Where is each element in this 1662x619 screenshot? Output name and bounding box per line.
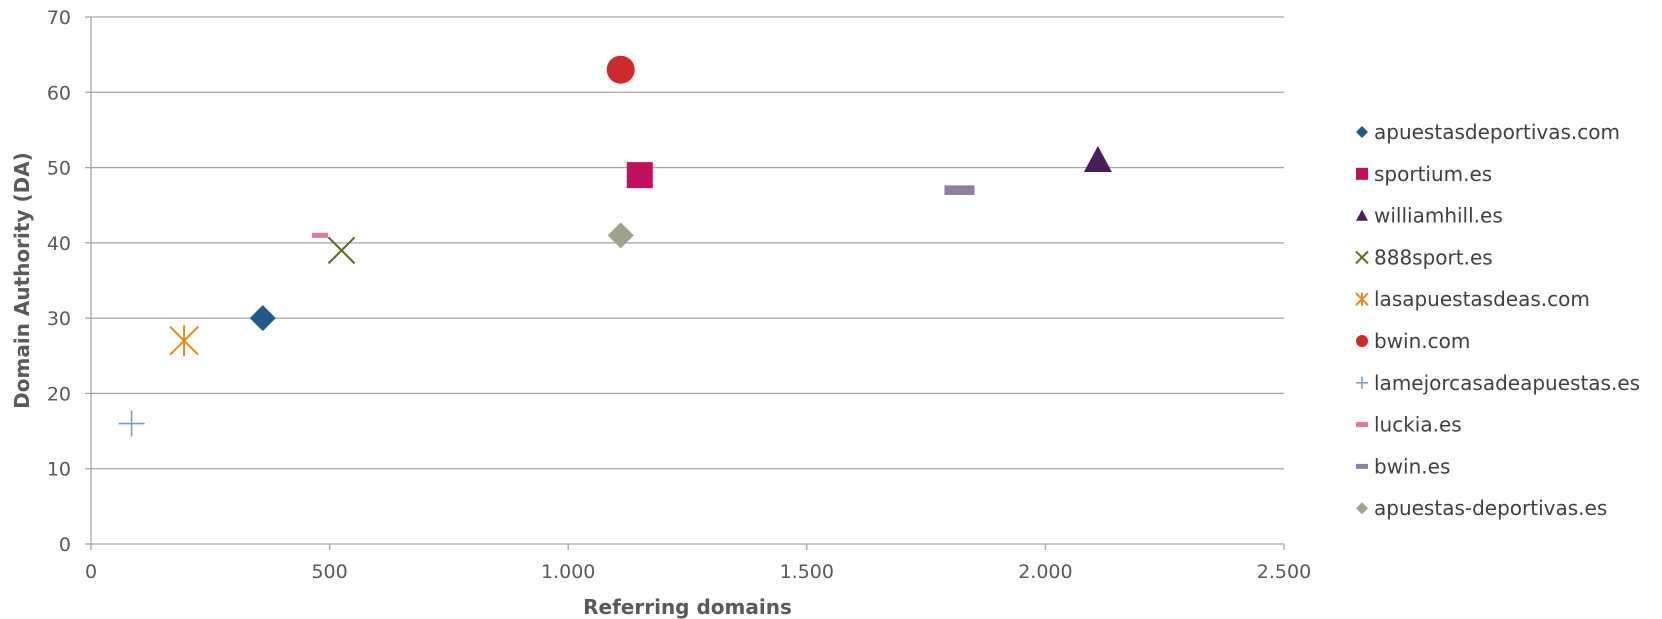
y-axis-ticks: 0 10 20 30 40 50 60 70 (47, 7, 91, 556)
legend-item: bwin.com (1356, 329, 1470, 353)
legend-label: apuestasdeportivas.com (1374, 120, 1620, 144)
gridlines (91, 16, 1284, 470)
y-tick-label: 70 (47, 7, 71, 29)
legend-marker (1356, 463, 1368, 469)
legend-item: lasapuestasdeas.com (1355, 287, 1590, 311)
legend-label: 888sport.es (1374, 245, 1493, 269)
data-point (169, 325, 199, 357)
x-tick-label: 1.000 (541, 561, 595, 583)
legend-item: apuestas-deportivas.es (1356, 496, 1607, 520)
legend-label: williamhill.es (1374, 204, 1503, 228)
data-point (327, 236, 356, 265)
legend-item: 888sport.es (1355, 245, 1493, 269)
legend-item: apuestasdeportivas.com (1356, 120, 1620, 144)
legend: apuestasdeportivas.com sportium.es william… (1355, 120, 1640, 520)
y-tick-label: 30 (47, 308, 71, 330)
y-tick-label: 60 (47, 82, 71, 104)
legend-marker (1355, 292, 1369, 306)
legend-label: apuestas-deportivas.es (1374, 496, 1607, 520)
data-point (944, 185, 975, 195)
data-point (312, 232, 329, 238)
y-tick-label: 10 (47, 459, 71, 481)
legend-label: bwin.es (1374, 454, 1450, 478)
legend-label: lamejorcasadeapuestas.es (1374, 371, 1640, 395)
x-tick-label: 2.500 (1257, 561, 1311, 583)
legend-marker (1356, 502, 1368, 515)
legend-marker (1356, 167, 1368, 180)
data-point (1083, 146, 1112, 172)
legend-label: luckia.es (1374, 413, 1462, 437)
x-tick-label: 1.500 (780, 561, 834, 583)
x-tick-label: 0 (85, 561, 97, 583)
legend-marker (1356, 209, 1368, 221)
y-tick-label: 20 (47, 383, 71, 405)
y-axis-title: Domain Authority (DA) (10, 152, 34, 409)
legend-label: sportium.es (1374, 162, 1492, 186)
legend-item: luckia.es (1356, 413, 1462, 437)
legend-item: sportium.es (1356, 162, 1492, 186)
axes (90, 17, 1284, 545)
x-tick-label: 2.000 (1018, 561, 1072, 583)
data-point (118, 410, 145, 437)
data-point (607, 222, 634, 249)
y-tick-label: 0 (59, 534, 71, 556)
legend-marker (1356, 335, 1368, 347)
legend-marker (1356, 126, 1368, 138)
y-tick-label: 40 (47, 233, 71, 255)
x-axis-ticks: 0 500 1.000 1.500 2.000 2.500 (85, 544, 1311, 583)
legend-item: lamejorcasadeapuestas.es (1356, 371, 1640, 395)
x-tick-label: 500 (311, 561, 347, 583)
data-point (626, 162, 653, 189)
data-point (249, 305, 276, 332)
legend-marker (1356, 422, 1368, 428)
data-point (606, 55, 635, 84)
legend-item: bwin.es (1356, 454, 1450, 478)
x-axis-title: Referring domains (583, 595, 792, 619)
legend-marker (1355, 250, 1369, 265)
legend-label: lasapuestasdeas.com (1374, 287, 1590, 311)
legend-label: bwin.com (1374, 329, 1470, 353)
legend-marker (1356, 376, 1368, 389)
data-points (118, 55, 1112, 437)
legend-item: williamhill.es (1356, 204, 1503, 228)
y-tick-label: 50 (47, 158, 71, 180)
